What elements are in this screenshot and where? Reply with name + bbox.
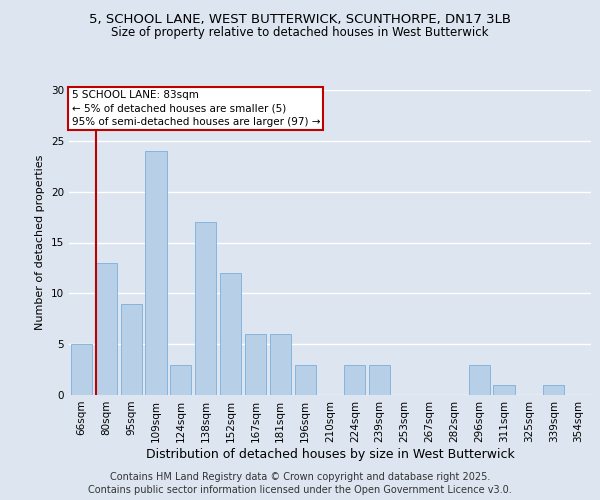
X-axis label: Distribution of detached houses by size in West Butterwick: Distribution of detached houses by size … [146, 448, 514, 460]
Text: Contains HM Land Registry data © Crown copyright and database right 2025.
Contai: Contains HM Land Registry data © Crown c… [88, 472, 512, 495]
Bar [344, 364, 365, 395]
Bar [71, 344, 92, 395]
Bar [295, 364, 316, 395]
Bar [245, 334, 266, 395]
Text: 5, SCHOOL LANE, WEST BUTTERWICK, SCUNTHORPE, DN17 3LB: 5, SCHOOL LANE, WEST BUTTERWICK, SCUNTHO… [89, 12, 511, 26]
Bar [121, 304, 142, 395]
Bar [96, 263, 117, 395]
Bar [543, 385, 564, 395]
Bar [145, 151, 167, 395]
Bar [469, 364, 490, 395]
Bar [195, 222, 216, 395]
Bar [170, 364, 191, 395]
Bar [270, 334, 291, 395]
Text: Size of property relative to detached houses in West Butterwick: Size of property relative to detached ho… [111, 26, 489, 39]
Bar [493, 385, 515, 395]
Y-axis label: Number of detached properties: Number of detached properties [35, 155, 46, 330]
Bar [369, 364, 390, 395]
Bar [220, 273, 241, 395]
Text: 5 SCHOOL LANE: 83sqm
← 5% of detached houses are smaller (5)
95% of semi-detache: 5 SCHOOL LANE: 83sqm ← 5% of detached ho… [71, 90, 320, 126]
